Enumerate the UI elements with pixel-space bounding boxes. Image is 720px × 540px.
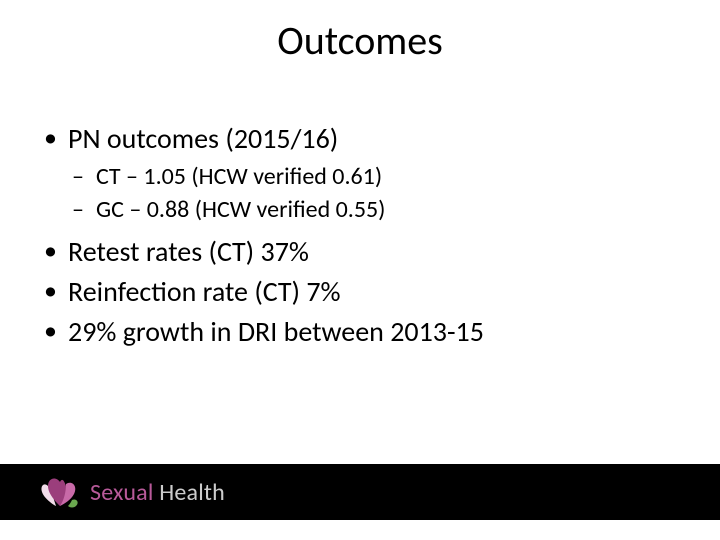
bullet-text: GC – 0.88 (HCW verified 0.55) (96, 195, 385, 224)
bullet-text: Reinfection rate (CT) 7% (68, 274, 341, 309)
footer-bar: Sexual Health (0, 464, 720, 520)
page-title: Outcomes (0, 16, 720, 65)
bullet-text: Retest rates (CT) 37% (68, 234, 309, 269)
list-item: Retest rates (CT) 37% (38, 233, 678, 271)
slide: Outcomes PN outcomes (2015/16) CT – 1.05… (0, 0, 720, 540)
list-item: GC – 0.88 (HCW verified 0.55) (68, 193, 678, 227)
heart-leaves-icon (38, 472, 82, 512)
bullet-text: 29% growth in DRI between 2013-15 (68, 314, 484, 349)
list-item: CT – 1.05 (HCW verified 0.61) (68, 160, 678, 194)
bullet-text: PN outcomes (2015/16) (68, 121, 338, 156)
list-item: Reinfection rate (CT) 7% (38, 273, 678, 311)
brand-text: Sexual Health (90, 478, 225, 507)
brand-word-2: Health (154, 478, 225, 507)
brand-word-1: Sexual (90, 478, 154, 507)
bullet-list: PN outcomes (2015/16) CT – 1.05 (HCW ver… (38, 120, 678, 350)
bullet-text: CT – 1.05 (HCW verified 0.61) (96, 162, 382, 191)
content-area: PN outcomes (2015/16) CT – 1.05 (HCW ver… (38, 120, 678, 352)
list-item: PN outcomes (2015/16) CT – 1.05 (HCW ver… (38, 120, 678, 227)
list-item: 29% growth in DRI between 2013-15 (38, 313, 678, 351)
footer-inner: Sexual Health (0, 472, 225, 512)
sub-bullet-list: CT – 1.05 (HCW verified 0.61) GC – 0.88 … (68, 160, 678, 227)
